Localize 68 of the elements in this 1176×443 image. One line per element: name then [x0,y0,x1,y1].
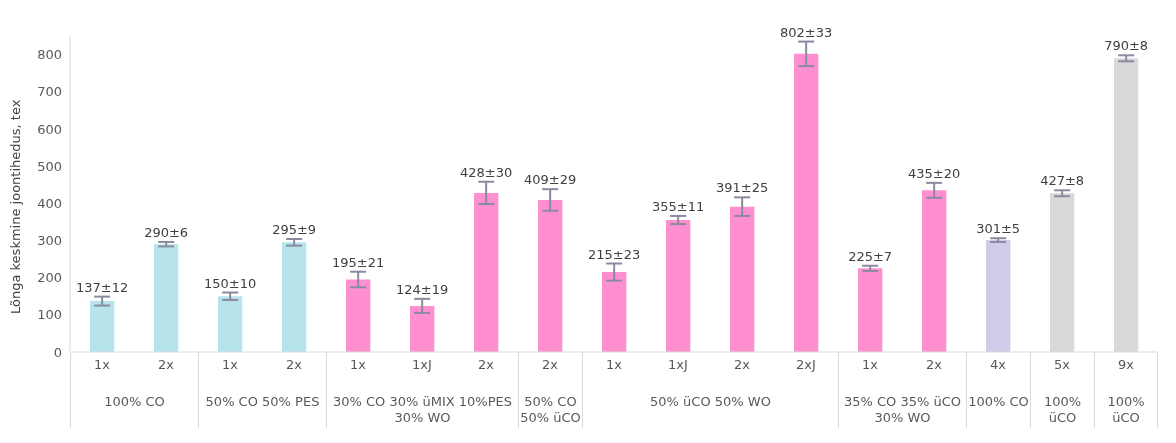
text: 50% CO 50% PES [205,394,320,409]
y-tick-label: 0 [53,344,62,360]
x-tick-label: 2x [542,357,559,373]
x-tick-label: 1xJ [668,357,688,373]
data-label: 124±19 [396,281,449,297]
x-tick-label: 1x [222,357,239,373]
y-tick-label: 300 [37,233,62,249]
bar [282,242,307,352]
text: 100% CO [968,394,1029,409]
x-tick-label: 1x [606,357,623,373]
data-label: 137±12 [76,279,129,295]
data-label: 435±20 [908,165,961,181]
x-tick-label: 2x [158,357,175,373]
text: 35% CO 35% üCO 30% WO [843,394,962,425]
x-tick-label: 2x [734,357,751,373]
text: 100% üCO [1043,394,1082,425]
y-tick-label: 600 [37,121,62,137]
x-tick-label: 2x [926,357,943,373]
data-label: 355±11 [652,198,705,214]
bar [922,190,947,352]
x-tick-label: 4x [990,357,1007,373]
data-label: 802±33 [780,24,833,40]
bar [410,305,435,352]
data-label: 428±30 [460,164,513,180]
data-label: 295±9 [272,221,317,237]
bar [986,240,1011,352]
bar [666,220,691,352]
data-label: 301±5 [976,221,1021,237]
y-tick-label: 800 [37,47,62,63]
x-tick-label: 5x [1054,357,1071,373]
y-axis-title: Lõnga keskmine joontihedus, tex [7,99,23,314]
y-tick-label: 700 [37,84,62,100]
bar [346,279,371,352]
x-tick-label: 1x [350,357,367,373]
x-tick-label: 1xJ [412,357,432,373]
x-tick-label: 2xJ [796,357,816,373]
y-tick-label: 100 [37,307,62,323]
data-label: 195±21 [332,254,385,270]
x-tick-label: 1x [94,357,111,373]
bar [730,206,755,352]
x-tick-label: 2x [286,357,303,373]
y-tick-label: 500 [37,158,62,174]
bar [474,192,499,352]
text: 50% CO 50% üCO [520,394,581,425]
text: 100% CO [104,394,165,409]
bar [858,268,883,352]
data-label: 150±10 [204,275,257,291]
y-tick-label: 400 [37,195,62,211]
data-label: 427±8 [1040,173,1085,189]
bar [90,301,115,352]
bar [602,272,627,352]
data-label: 391±25 [716,180,769,196]
data-label: 790±8 [1104,38,1149,54]
y-tick-label: 200 [37,270,62,286]
bar [154,244,179,352]
bar [794,53,819,352]
text: 30% CO 30% üMIX 10%PES 30% WO [332,394,513,425]
x-tick-label: 2x [478,357,495,373]
text: 100% üCO [1107,394,1145,425]
bar [218,296,243,352]
x-tick-label: 1x [862,357,879,373]
x-tick-label: 9x [1118,357,1135,373]
bar [538,199,563,352]
data-label: 409±29 [524,172,577,188]
data-label: 290±6 [144,224,189,240]
text: 50% üCO 50% WO [650,394,771,409]
data-label: 225±7 [848,248,893,264]
data-label: 215±23 [588,246,641,262]
